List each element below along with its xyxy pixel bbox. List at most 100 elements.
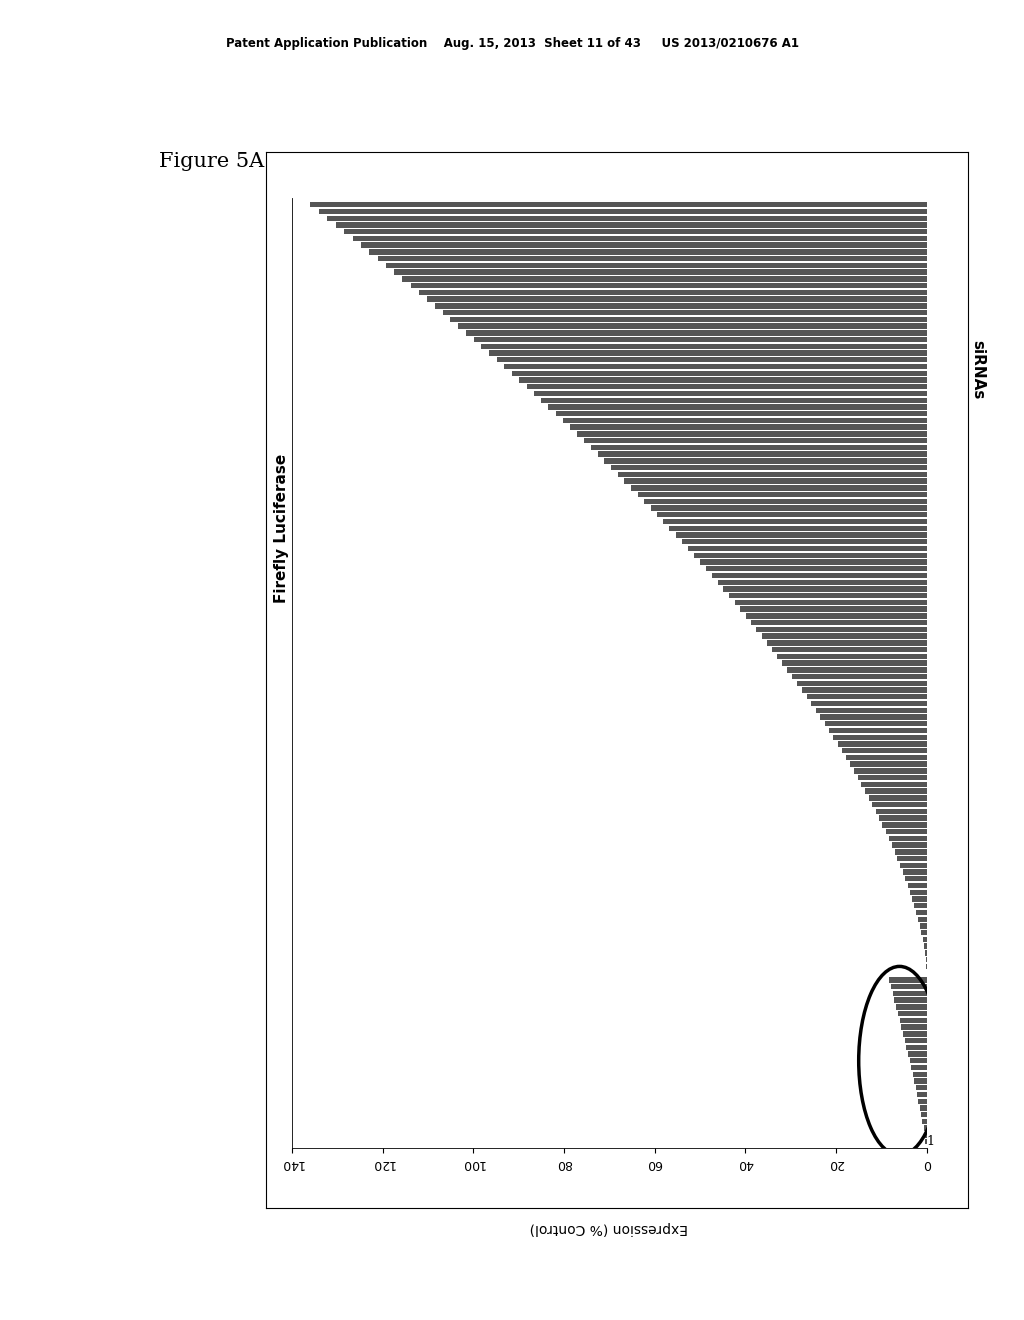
Bar	[676, 532, 927, 537]
Bar	[889, 836, 927, 841]
Bar	[534, 391, 927, 396]
Bar	[706, 566, 927, 572]
Bar	[793, 675, 927, 680]
Bar	[838, 742, 927, 747]
Bar	[842, 748, 927, 754]
Bar	[925, 950, 927, 956]
Text: Figure 5A: Figure 5A	[159, 152, 264, 170]
Bar	[682, 539, 927, 544]
Bar	[650, 506, 927, 511]
Bar	[895, 849, 927, 854]
Bar	[694, 553, 927, 558]
Bar	[664, 519, 927, 524]
Bar	[910, 890, 927, 895]
Bar	[352, 236, 927, 242]
Bar	[923, 1119, 927, 1125]
Bar	[846, 755, 927, 760]
Bar	[858, 775, 927, 780]
Bar	[908, 1051, 927, 1057]
Bar	[617, 471, 927, 477]
Bar	[657, 512, 927, 517]
Bar	[901, 1024, 927, 1030]
Bar	[386, 263, 927, 268]
Bar	[638, 492, 927, 498]
Bar	[497, 358, 927, 363]
Bar	[912, 896, 927, 902]
Bar	[734, 599, 927, 605]
Bar	[918, 1092, 927, 1097]
Bar	[344, 228, 927, 235]
Bar	[787, 667, 927, 672]
Bar	[541, 397, 927, 403]
Bar	[802, 688, 927, 693]
Bar	[923, 937, 927, 942]
Bar	[872, 803, 927, 808]
Bar	[911, 1065, 927, 1071]
Bar	[811, 701, 927, 706]
Bar	[861, 781, 927, 787]
Bar	[442, 310, 927, 315]
Bar	[474, 337, 927, 342]
Bar	[914, 1078, 927, 1084]
Bar	[912, 1072, 927, 1077]
Bar	[740, 606, 927, 612]
Bar	[850, 762, 927, 767]
Bar	[892, 842, 927, 847]
Bar	[920, 1105, 927, 1110]
Bar	[886, 829, 927, 834]
Text: Expression (% Control): Expression (% Control)	[530, 1221, 688, 1234]
Bar	[361, 243, 927, 248]
Bar	[419, 289, 927, 296]
Bar	[644, 499, 927, 504]
Bar	[700, 560, 927, 565]
Bar	[745, 614, 927, 619]
Bar	[896, 1005, 927, 1010]
Bar	[451, 317, 927, 322]
Bar	[549, 404, 927, 409]
Bar	[898, 1011, 927, 1016]
Bar	[924, 1126, 927, 1131]
Text: 1: 1	[927, 1135, 935, 1148]
Bar	[922, 1111, 927, 1118]
Bar	[772, 647, 927, 652]
Bar	[757, 627, 927, 632]
Bar	[466, 330, 927, 335]
Bar	[328, 215, 927, 220]
Bar	[670, 525, 927, 531]
Bar	[427, 297, 927, 302]
Bar	[577, 432, 927, 437]
Bar	[718, 579, 927, 585]
Bar	[893, 991, 927, 997]
Bar	[922, 931, 927, 936]
Bar	[916, 909, 927, 915]
Text: Firefly Luciferase: Firefly Luciferase	[274, 453, 289, 603]
Bar	[631, 486, 927, 491]
Bar	[883, 822, 927, 828]
Bar	[903, 870, 927, 875]
Bar	[751, 620, 927, 626]
Bar	[876, 809, 927, 814]
Bar	[909, 1059, 927, 1064]
Bar	[584, 438, 927, 444]
Bar	[310, 202, 927, 207]
Text: Patent Application Publication    Aug. 15, 2013  Sheet 11 of 43     US 2013/0210: Patent Application Publication Aug. 15, …	[225, 37, 799, 50]
Bar	[914, 903, 927, 908]
Bar	[820, 714, 927, 719]
Bar	[526, 384, 927, 389]
Bar	[504, 364, 927, 370]
Bar	[394, 269, 927, 275]
Bar	[762, 634, 927, 639]
Bar	[903, 1031, 927, 1036]
Bar	[889, 977, 927, 982]
Bar	[900, 862, 927, 869]
Bar	[834, 734, 927, 741]
Bar	[905, 876, 927, 882]
Bar	[879, 816, 927, 821]
Bar	[370, 249, 927, 255]
Bar	[925, 1133, 927, 1138]
Bar	[712, 573, 927, 578]
Bar	[915, 1085, 927, 1090]
Bar	[906, 1044, 927, 1049]
Bar	[907, 883, 927, 888]
Bar	[900, 1018, 927, 1023]
